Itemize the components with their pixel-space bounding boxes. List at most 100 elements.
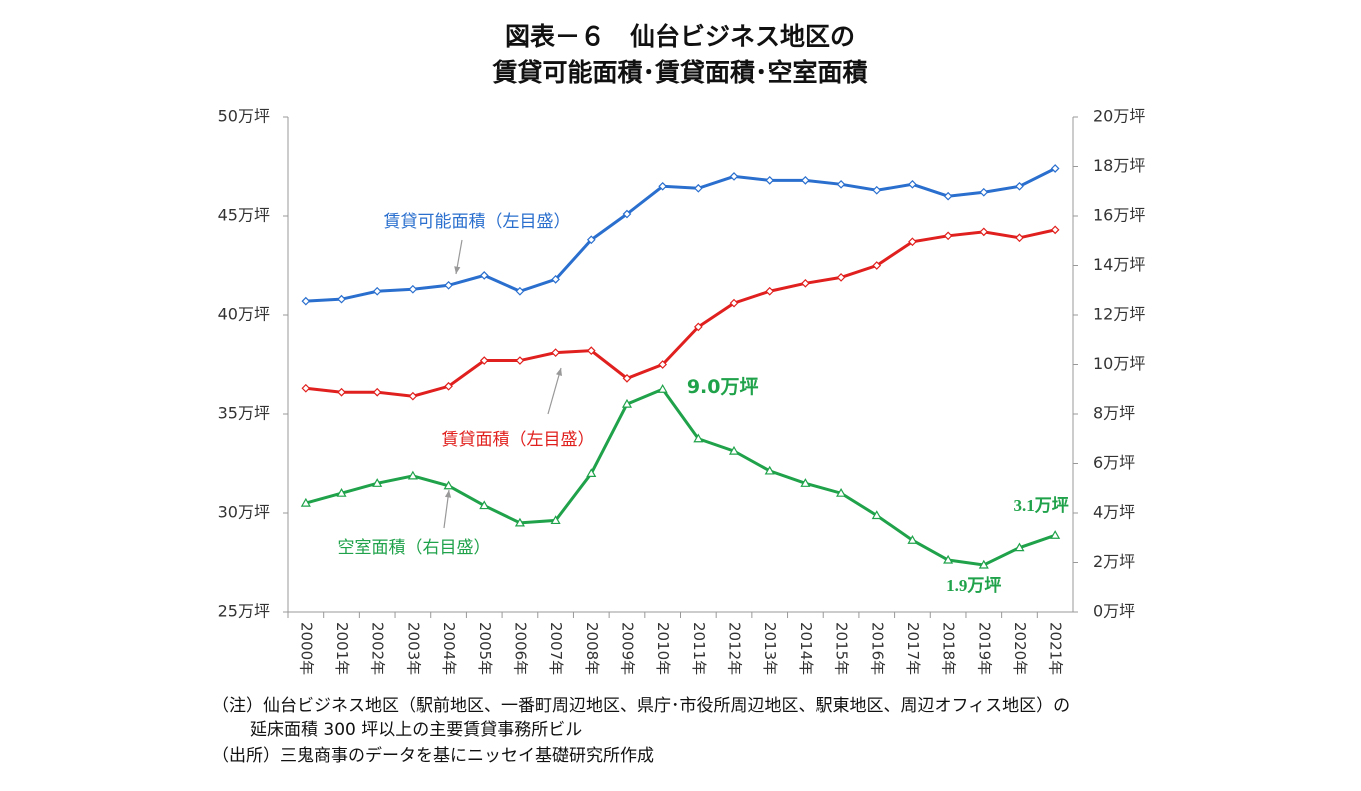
marker: [515, 286, 525, 296]
marker: [693, 183, 703, 193]
marker: [337, 294, 346, 304]
marker: [979, 187, 989, 197]
marker: [871, 510, 882, 520]
marker: [408, 391, 418, 401]
x-tick-label: 2017年: [904, 622, 922, 675]
marker: [551, 275, 560, 284]
marker: [836, 179, 846, 189]
y-tick-label: 40万坪: [218, 305, 270, 324]
y2-tick-label: 20万坪: [1093, 107, 1145, 126]
marker: [764, 465, 775, 475]
marker: [801, 176, 810, 185]
marker: [978, 559, 989, 569]
y-tick-label: 25万坪: [218, 602, 270, 621]
y2-tick-label: 8万坪: [1093, 404, 1135, 423]
marker: [444, 280, 453, 290]
y-tick-label: 45万坪: [218, 206, 270, 225]
marker: [479, 500, 490, 510]
x-tick-label: 2005年: [476, 622, 494, 675]
marker: [336, 487, 347, 497]
series-line: [305, 228, 1056, 398]
y-tick-label: 50万坪: [218, 107, 270, 126]
y2-tick-label: 18万坪: [1093, 156, 1145, 175]
series-label: 賃貸面積（左目盛）: [442, 430, 595, 450]
x-tick-label: 2010年: [654, 622, 672, 675]
marker: [586, 468, 597, 477]
marker: [444, 381, 453, 391]
marker: [372, 478, 383, 487]
marker: [337, 387, 346, 397]
marker: [372, 286, 382, 296]
series-label: 空室面積（右目盛）: [338, 538, 491, 558]
x-tick-label: 2013年: [761, 622, 779, 675]
marker: [300, 497, 311, 507]
marker: [586, 346, 596, 355]
marker: [1015, 233, 1024, 243]
marker: [836, 273, 846, 282]
x-tick-label: 2021年: [1047, 622, 1065, 675]
marker: [621, 398, 633, 408]
marker: [1015, 181, 1024, 191]
x-tick-label: 2006年: [511, 622, 529, 675]
marker: [801, 278, 810, 288]
series-label: 賃貸可能面積（左目盛）: [384, 212, 571, 232]
marker: [514, 517, 525, 527]
x-tick-label: 2020年: [1011, 622, 1029, 675]
marker: [1050, 164, 1060, 173]
arrow-head: [444, 490, 452, 498]
marker: [407, 470, 418, 480]
marker: [943, 191, 953, 201]
value-label: 1.9万坪: [946, 576, 1001, 595]
x-tick-label: 2002年: [369, 622, 387, 675]
marker: [479, 356, 489, 365]
marker: [908, 237, 917, 247]
note: 延床面積 300 坪以上の主要賃貸事務所ビル: [250, 720, 582, 740]
y2-tick-label: 16万坪: [1093, 206, 1145, 225]
note: （注）仙台ビジネス地区（駅前地区、一番町周辺地区、県庁･市役所周辺地区、駅東地区…: [212, 696, 1070, 716]
x-tick-label: 2014年: [797, 622, 815, 675]
marker: [907, 535, 918, 544]
marker: [728, 445, 740, 455]
marker: [515, 356, 525, 365]
marker: [729, 172, 739, 181]
marker: [658, 360, 668, 369]
marker: [765, 176, 775, 185]
marker: [693, 433, 704, 443]
x-tick-label: 2009年: [618, 622, 636, 675]
marker: [586, 235, 596, 245]
x-tick-label: 2018年: [940, 622, 958, 675]
marker: [729, 298, 739, 308]
marker: [551, 348, 560, 357]
chart-subtitle: 賃貸可能面積･賃貸面積･空室面積: [491, 58, 867, 87]
marker: [479, 271, 489, 280]
x-tick-label: 2007年: [547, 622, 565, 675]
marker: [836, 487, 847, 497]
arrow-head: [454, 266, 461, 274]
marker: [408, 284, 418, 294]
marker: [301, 296, 311, 306]
x-tick-label: 2000年: [297, 622, 315, 675]
x-tick-label: 2019年: [975, 622, 993, 675]
y-tick-label: 35万坪: [218, 404, 270, 423]
series-line: [305, 387, 1056, 567]
x-tick-label: 2001年: [333, 622, 351, 675]
x-tick-label: 2016年: [868, 622, 886, 675]
value-label: 9.0万坪: [687, 376, 759, 398]
marker: [943, 554, 954, 564]
marker: [872, 185, 882, 195]
marker: [1050, 530, 1061, 539]
marker: [693, 322, 703, 332]
marker: [443, 480, 454, 490]
marker: [372, 387, 382, 397]
marker: [765, 286, 775, 296]
y2-tick-label: 2万坪: [1093, 552, 1135, 571]
x-tick-label: 2004年: [440, 622, 458, 675]
marker: [550, 515, 561, 525]
chart-title: 図表－６ 仙台ビジネス地区の: [505, 22, 855, 51]
marker: [658, 181, 668, 191]
marker: [301, 383, 311, 393]
marker: [979, 227, 989, 237]
marker: [908, 179, 917, 189]
marker: [622, 374, 632, 383]
